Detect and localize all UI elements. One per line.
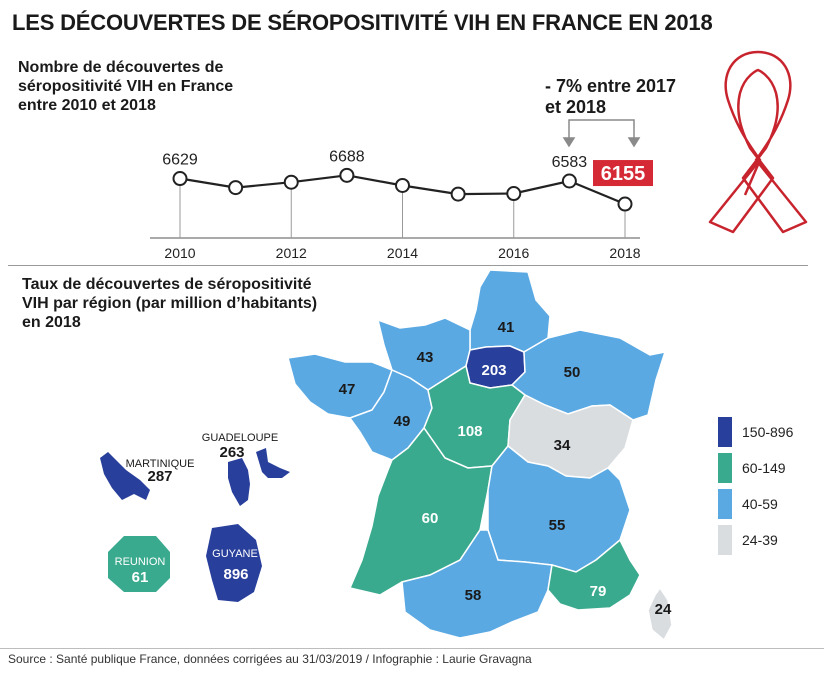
overseas-name-reunion: REUNION <box>115 556 166 568</box>
legend-item: 150-896 <box>718 414 793 450</box>
data-point <box>561 173 577 189</box>
data-point <box>172 171 188 187</box>
guadeloupe-shape <box>228 448 290 506</box>
region-value-hauts-de-france: 41 <box>498 319 515 336</box>
overseas-territories <box>100 448 290 602</box>
legend-swatch <box>718 417 732 447</box>
region-value-grand-est: 50 <box>564 364 581 381</box>
region-value-nouvelle-aquitaine: 60 <box>422 510 439 527</box>
legend-label: 24-39 <box>742 532 778 548</box>
region-value-centre-val-de-loire: 108 <box>457 423 482 440</box>
region-value-normandie: 43 <box>417 349 434 366</box>
data-point <box>617 196 633 212</box>
region-value-bourgogne-franche-comte: 34 <box>554 437 571 454</box>
region-value-pays-de-la-loire: 49 <box>394 413 411 430</box>
legend-item: 60-149 <box>718 450 793 486</box>
martinique-shape <box>100 452 150 500</box>
legend-swatch <box>718 489 732 519</box>
legend-item: 40-59 <box>718 486 793 522</box>
delta-annotation: - 7% entre 2017 et 2018 <box>545 76 677 117</box>
data-point <box>395 177 410 193</box>
overseas-name-martinique: MARTINIQUE <box>126 458 195 470</box>
line-chart: 2010 2012 2014 2016 2018 6629 6688 6583 6155 <box>150 148 653 261</box>
delta-bracket <box>562 119 641 148</box>
region-value-occitanie: 58 <box>465 587 482 604</box>
data-label: 6583 <box>552 154 588 171</box>
reunion-shape <box>108 536 170 592</box>
aids-ribbon-icon <box>708 50 808 234</box>
legend-label: 60-149 <box>742 460 786 476</box>
overseas-value-reunion: 61 <box>132 569 149 586</box>
highlight-label-box <box>593 160 653 187</box>
legend-item: 24-39 <box>718 522 793 558</box>
data-point <box>228 180 244 196</box>
region-value-paca: 79 <box>590 583 607 600</box>
map-legend: 150-896 60-149 40-59 24-39 <box>718 414 793 558</box>
x-tick-label: 2016 <box>498 245 529 261</box>
overseas-value-guadeloupe: 263 <box>219 444 244 461</box>
legend-swatch <box>718 453 732 483</box>
legend-label: 150-896 <box>742 424 794 440</box>
overseas-value-guyane: 896 <box>223 566 248 583</box>
x-tick-label: 2012 <box>276 245 307 261</box>
page-title: LES DÉCOUVERTES DE SÉROPOSITIVITÉ VIH EN… <box>12 10 713 35</box>
guyane-shape <box>206 524 262 602</box>
source-credit: Source : Santé publique France, données … <box>8 652 532 666</box>
overseas-name-guyane: GUYANE <box>212 548 258 560</box>
data-point <box>450 186 466 202</box>
data-point <box>339 167 355 183</box>
region-value-bretagne: 47 <box>339 381 356 398</box>
legend-swatch <box>718 525 732 555</box>
data-label: 6629 <box>162 152 198 169</box>
data-point <box>283 174 299 190</box>
region-value-corse: 24 <box>655 601 672 618</box>
line-chart-subtitle: Nombre de découvertes de séropositivité … <box>18 59 234 114</box>
region-hauts-de-france <box>469 269 551 353</box>
map-subtitle: Taux de découvertes de séropositivité VI… <box>22 276 318 331</box>
overseas-value-martinique: 287 <box>147 468 172 485</box>
region-value-auvergne-rhone-alpes: 55 <box>549 517 566 534</box>
data-point <box>506 186 522 202</box>
footer-rule <box>0 648 824 649</box>
x-tick-label: 2014 <box>387 245 418 261</box>
x-tick-label: 2010 <box>164 245 195 261</box>
region-corse <box>647 586 673 642</box>
region-paca <box>547 538 641 611</box>
x-tick-label: 2018 <box>609 245 640 261</box>
data-label: 6688 <box>329 148 365 165</box>
data-label: 6155 <box>601 163 646 185</box>
overseas-name-guadeloupe: GUADELOUPE <box>202 432 278 444</box>
france-map <box>287 269 673 642</box>
section-divider <box>8 265 808 266</box>
legend-label: 40-59 <box>742 496 778 512</box>
region-value-ile-de-france: 203 <box>481 362 506 379</box>
